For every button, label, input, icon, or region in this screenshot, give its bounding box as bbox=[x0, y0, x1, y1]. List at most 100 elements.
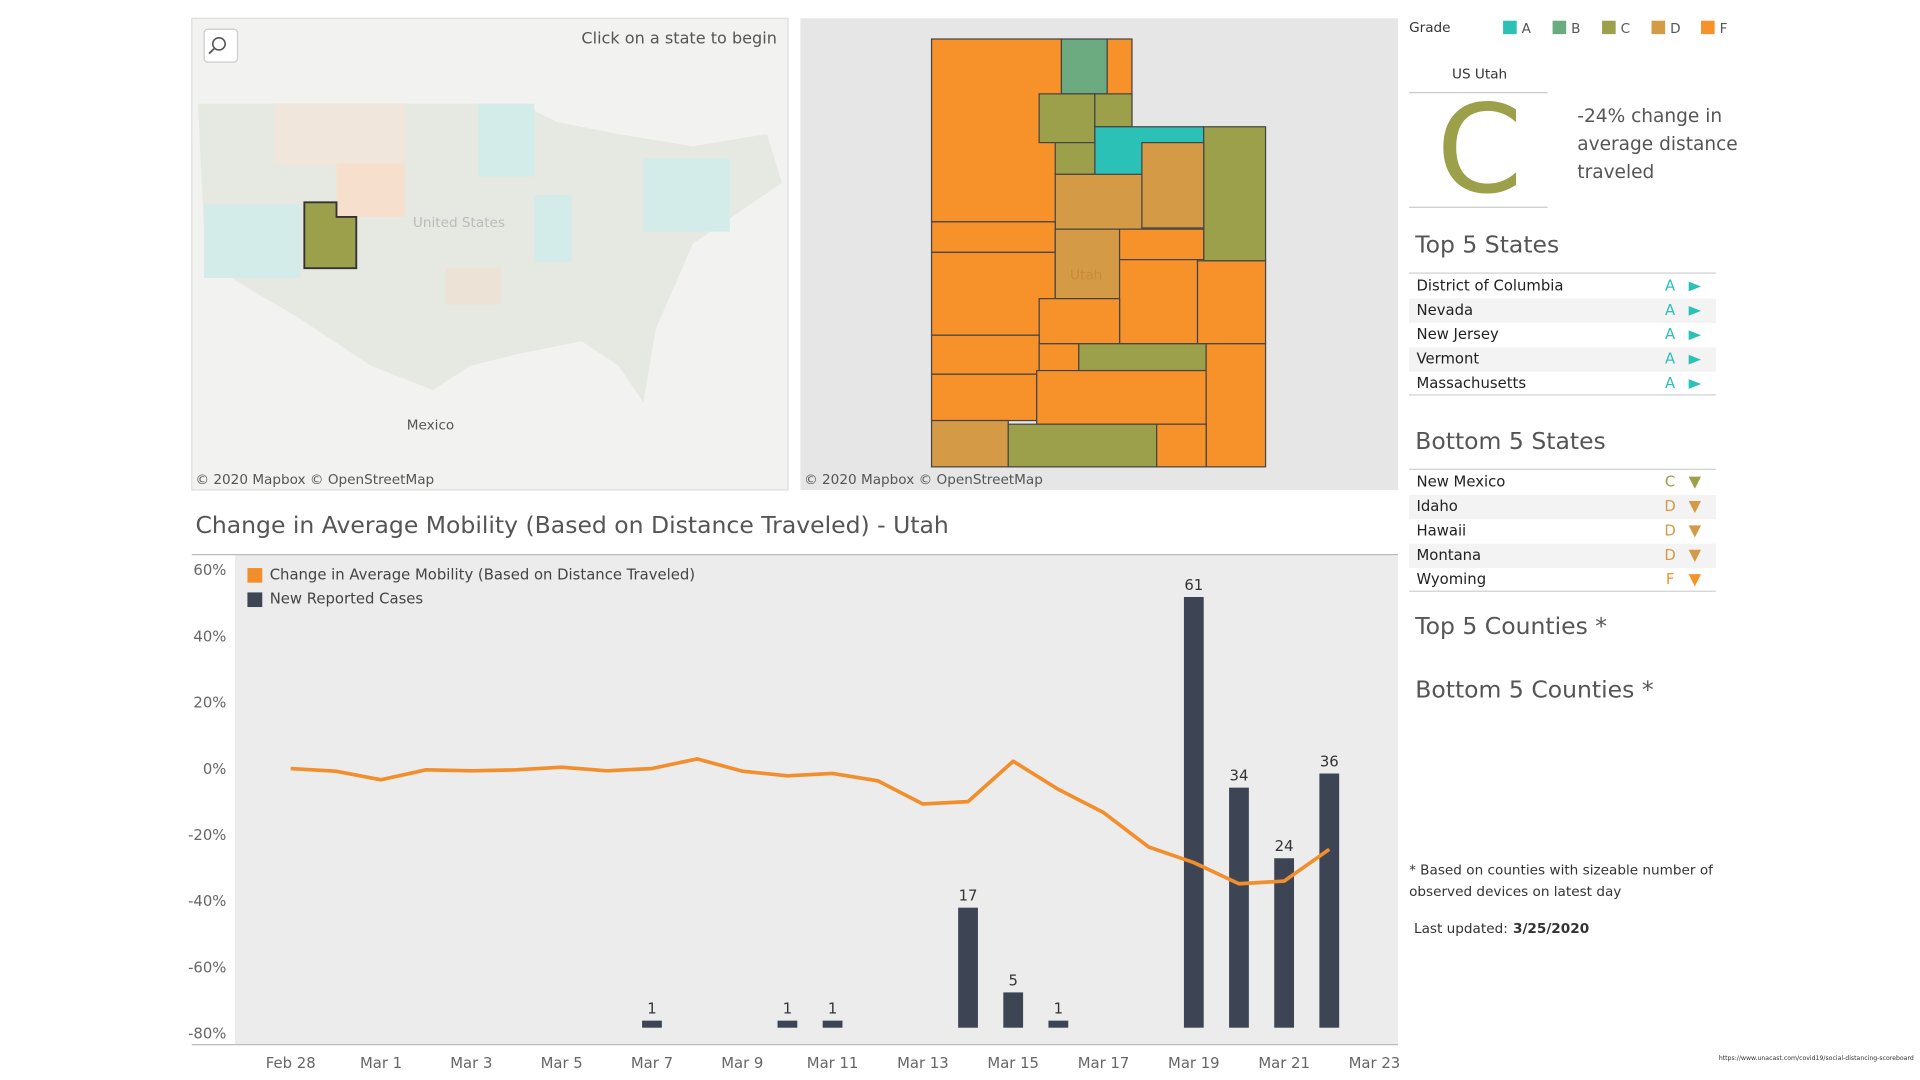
bar bbox=[958, 907, 978, 1028]
map-credit: © 2020 Mapbox © OpenStreetMap bbox=[195, 472, 434, 488]
county-shape[interactable] bbox=[1141, 142, 1205, 229]
data-label: 1 bbox=[828, 1001, 837, 1018]
bar bbox=[777, 1020, 798, 1028]
state-name: Massachusetts bbox=[1416, 375, 1526, 392]
scorecard-summary: -24% change in bbox=[1577, 106, 1722, 127]
county-shape[interactable] bbox=[1196, 260, 1267, 345]
county-shape[interactable] bbox=[930, 251, 1056, 336]
us-map[interactable]: Click on a state to begin United States … bbox=[191, 17, 789, 491]
state-grade: C bbox=[1665, 474, 1675, 491]
legend-label: C bbox=[1621, 21, 1631, 37]
source-url[interactable]: https://www.unacast.com/covid19/social-d… bbox=[1719, 1055, 1914, 1062]
legend-title: Grade bbox=[1409, 20, 1450, 36]
state-grade: A bbox=[1665, 351, 1675, 368]
data-label: 5 bbox=[1008, 972, 1017, 989]
search-icon bbox=[211, 36, 226, 51]
legend-label: F bbox=[1720, 21, 1728, 37]
chart-title: Change in Average Mobility (Based on Dis… bbox=[195, 511, 948, 539]
bar bbox=[642, 1020, 662, 1028]
state-grade: A bbox=[1665, 326, 1675, 343]
county-shape[interactable] bbox=[930, 221, 1056, 253]
legend-label: B bbox=[1571, 21, 1580, 37]
row-stripe bbox=[1409, 543, 1716, 569]
trend-arrow bbox=[1688, 500, 1702, 514]
county-shape[interactable] bbox=[1054, 173, 1143, 230]
table-title: Top 5 States bbox=[1414, 231, 1559, 259]
state-name: District of Columbia bbox=[1416, 278, 1563, 295]
state-name: New Jersey bbox=[1416, 326, 1499, 343]
data-label: 36 bbox=[1320, 754, 1339, 771]
state-name: Hawaii bbox=[1416, 523, 1466, 540]
legend-swatch bbox=[247, 592, 263, 608]
data-label: 1 bbox=[783, 1001, 792, 1018]
county-shape[interactable] bbox=[1118, 259, 1199, 345]
county-shape[interactable] bbox=[1036, 369, 1207, 425]
y-tick-label: -80% bbox=[188, 1026, 226, 1043]
county-shape[interactable] bbox=[1038, 343, 1080, 373]
county-shape[interactable] bbox=[1038, 93, 1096, 144]
county-shape[interactable] bbox=[930, 373, 1038, 422]
x-tick-label: Mar 23 bbox=[1349, 1055, 1401, 1072]
data-label: 1 bbox=[647, 1001, 656, 1018]
scorecard-grade: C bbox=[1436, 79, 1522, 221]
state-shape bbox=[336, 163, 405, 217]
y-tick-label: 0% bbox=[203, 761, 227, 778]
neighbor-label: Mexico bbox=[407, 417, 454, 433]
x-tick-label: Mar 5 bbox=[541, 1055, 583, 1072]
county-shape[interactable] bbox=[1118, 228, 1205, 261]
bar bbox=[1274, 858, 1295, 1028]
trend-arrow bbox=[1688, 330, 1702, 341]
county-shape[interactable] bbox=[930, 419, 1009, 468]
county-shape[interactable] bbox=[930, 334, 1040, 375]
state-grade: F bbox=[1666, 571, 1675, 588]
state-grade: D bbox=[1664, 498, 1675, 515]
plot-area bbox=[235, 554, 1398, 1045]
county-shape[interactable] bbox=[1205, 343, 1267, 468]
x-tick-label: Mar 19 bbox=[1168, 1055, 1220, 1072]
bar bbox=[1229, 787, 1249, 1028]
county-shape[interactable] bbox=[1054, 142, 1096, 175]
county-shape[interactable] bbox=[1078, 343, 1207, 372]
utah-map[interactable]: Utah © 2020 Mapbox © OpenStreetMap bbox=[800, 18, 1398, 491]
footnote: observed devices on latest day bbox=[1409, 884, 1621, 900]
data-label: 24 bbox=[1275, 838, 1294, 855]
data-label: 17 bbox=[959, 888, 978, 905]
county-shape[interactable] bbox=[1007, 423, 1158, 468]
county-shape[interactable] bbox=[1038, 298, 1121, 345]
search-button[interactable] bbox=[203, 28, 239, 63]
y-tick-label: -60% bbox=[188, 960, 226, 977]
bar bbox=[1183, 596, 1204, 1028]
county-shape[interactable] bbox=[1156, 423, 1207, 468]
state-grade: D bbox=[1664, 547, 1675, 564]
legend-label: Change in Average Mobility (Based on Dis… bbox=[270, 566, 695, 583]
state-label: Utah bbox=[1070, 268, 1102, 284]
county-shape[interactable] bbox=[1203, 126, 1267, 262]
state-shape bbox=[643, 158, 730, 232]
county-shape[interactable] bbox=[1054, 228, 1121, 300]
last-updated-value: 3/25/2020 bbox=[1513, 921, 1589, 937]
state-name: Wyoming bbox=[1416, 571, 1486, 588]
scorecard-summary: average distance bbox=[1577, 134, 1737, 155]
county-shape[interactable] bbox=[1094, 93, 1133, 128]
bar bbox=[1003, 992, 1024, 1028]
state-name: Vermont bbox=[1416, 351, 1479, 368]
row-stripe bbox=[1409, 298, 1716, 324]
state-grade: D bbox=[1664, 523, 1675, 540]
line bbox=[290, 757, 1331, 886]
x-tick-label: Mar 1 bbox=[360, 1055, 402, 1072]
state-name: Idaho bbox=[1416, 498, 1457, 515]
state-grade: A bbox=[1665, 278, 1675, 295]
state-shape bbox=[478, 103, 535, 177]
state-shape bbox=[445, 268, 502, 305]
state-grade: A bbox=[1665, 375, 1675, 392]
trend-arrow bbox=[1688, 574, 1702, 587]
legend-label: A bbox=[1522, 21, 1532, 37]
trend-arrow bbox=[1688, 379, 1702, 389]
utah-shape[interactable] bbox=[303, 201, 358, 270]
x-tick-label: Mar 17 bbox=[1078, 1055, 1130, 1072]
trend-arrow bbox=[1688, 281, 1702, 292]
footnote: * Based on counties with sizeable number… bbox=[1409, 862, 1714, 878]
legend-swatch bbox=[1552, 20, 1567, 35]
county-shape[interactable] bbox=[1060, 38, 1108, 95]
